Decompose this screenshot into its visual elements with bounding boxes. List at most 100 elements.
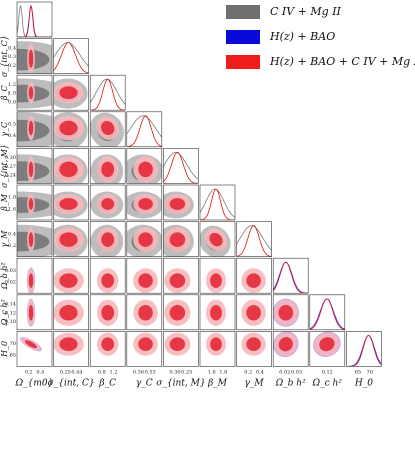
panel-frame [89,111,126,148]
marginal-grey-gamma_M [236,225,272,251]
legend-label: C IV + Mg II [270,5,341,18]
y-axis-label-gamma_M: γ_M [0,230,9,248]
contour-red-68 [246,305,261,321]
contour-red-68 [59,337,78,352]
marginal-red-omega_m0 [17,4,52,37]
panel-gamma_C-omega_m0 [16,111,53,148]
panel-sigma_int_C-sigma_int_C [53,38,89,74]
panel-frame [53,74,89,111]
panel-beta_M-sigma_int_C [53,184,89,221]
contour-red-68 [138,232,153,247]
panel-frame [16,184,53,221]
panel-frame [53,257,89,294]
legend-entry: H(z) + BAO + C IV + Mg II [226,52,415,71]
contour-red-68 [319,337,335,352]
contour-red-68 [138,305,153,321]
panel-sigma_int_M-beta_C [89,148,126,184]
panel-gamma_M-sigma_int_C [53,221,89,257]
panel-frame [126,221,163,257]
panel-frame [163,148,199,184]
x-tick-label: 0.8 [98,369,106,375]
panel-frame [126,294,163,331]
panel-omega_b_h2-sigma_int_M [163,257,199,294]
legend-swatch [226,54,260,69]
panel-frame [89,331,126,367]
contour-red-68 [101,161,115,178]
x-tick-label: 0.4 [36,369,44,375]
marginal-grey-beta_C [90,78,126,105]
legend: C IV + Mg II H(z) + BAO H(z) + BAO + C I… [226,2,415,77]
contour-red-68 [169,305,186,321]
contour-red-68 [28,305,34,321]
x-tick-label: 0.30 [169,369,180,375]
x-axis-label-omega_m0: Ω_{m0} [15,378,54,388]
panel-H0-sigma_int_C [53,331,89,367]
legend-label: H(z) + BAO + C IV + Mg II [270,55,415,68]
y-tick-label: 1.2 [8,82,16,88]
panel-frame [53,331,89,367]
panel-frame [53,148,89,184]
contour-red-68 [210,305,222,321]
panel-frame [309,294,346,331]
panel-omega_b_h2-beta_M [199,257,236,294]
panel-beta_C-sigma_int_C [53,74,89,111]
y-tick-label: 0.12 [5,310,16,316]
legend-swatch [226,4,260,19]
marginal-grey-gamma_C [126,115,162,138]
marginal-red-beta_M [200,188,235,220]
x-tick-label: 0.25 [60,369,71,375]
panel-omega_b_h2-gamma_M [236,257,272,294]
panel-frame [53,184,89,221]
y-axis-label-beta_M: β_M [0,193,9,212]
panel-H0-sigma_int_M [163,331,199,367]
contour-red-68 [169,232,186,247]
panel-gamma_M-gamma_M [236,221,272,257]
marginal-grey-sigma_int_M [163,151,199,180]
y-tick-label: 1.0 [8,91,16,97]
contour-red-68 [278,337,293,352]
marginal-grey-omega_m0 [17,4,52,37]
marginal-red-omega_c_h2 [309,298,345,330]
panel-frame [16,148,53,184]
contour-red-68 [28,49,34,68]
y-tick-label: 0.4 [8,231,16,237]
contour-red-68 [101,337,115,352]
panel-frame [16,294,53,331]
contour-red-68 [59,86,78,100]
x-tick-label: 1.2 [110,369,118,375]
panel-omega_c_h2-omega_b_h2 [272,294,309,331]
marginal-grey-beta_M [200,188,235,218]
y-axis-label-omega_b_h2: Ω_b h² [0,262,9,290]
x-axis-label-gamma_M: γ_M [245,378,265,388]
panel-frame [236,221,272,257]
y-axis-label-sigma_int_C: σ_{int, C} [0,35,9,77]
y-tick-label: 0.10 [5,319,16,325]
panel-frame [199,221,236,257]
panel-frame [163,331,199,367]
panel-frame [16,1,53,38]
panel-frame [126,111,163,148]
x-tick-label: 0.02 [279,369,290,375]
contour-red-68 [246,273,261,288]
contour-red-68 [138,161,153,178]
contour-red-68 [59,120,78,136]
panel-H0-beta_M [199,331,236,367]
x-axis-label-omega_b_h2: Ω_b h² [275,378,306,388]
x-tick-label: 0.2 [244,369,252,375]
contour-red-68 [28,120,34,136]
panel-omega_b_h2-sigma_int_C [53,257,89,294]
panel-omega_c_h2-sigma_int_M [163,294,199,331]
contour-red-68 [28,232,34,247]
marginal-red-H0 [346,334,382,367]
contour-red-68 [210,337,222,352]
contour-red-68 [59,198,78,210]
panel-H0-omega_c_h2 [309,331,346,367]
panel-frame [163,184,199,221]
panel-sigma_int_M-omega_m0 [16,148,53,184]
panel-beta_M-beta_C [89,184,126,221]
panel-sigma_int_M-sigma_int_C [53,148,89,184]
panel-omega_c_h2-gamma_C [126,294,163,331]
x-tick-label: 0.03 [291,369,302,375]
contour-red-68 [210,273,222,288]
panel-gamma_M-sigma_int_M [163,221,199,257]
